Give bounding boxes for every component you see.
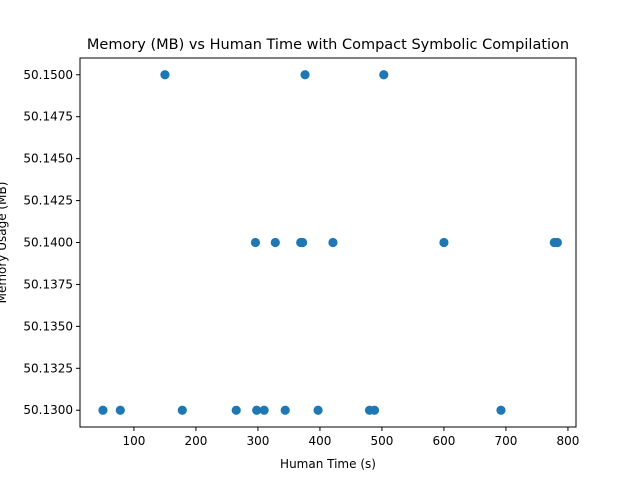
x-tick-label: 500	[370, 434, 393, 448]
data-point	[259, 405, 269, 415]
data-point	[231, 405, 241, 415]
x-tick-label: 700	[494, 434, 517, 448]
points-layer	[98, 70, 563, 415]
y-tick-label: 50.1375	[23, 277, 73, 291]
data-point	[177, 405, 187, 415]
data-point	[379, 70, 389, 80]
y-tick-label: 50.1475	[23, 110, 73, 124]
x-tick-label: 400	[308, 434, 331, 448]
x-tick-label: 600	[432, 434, 455, 448]
x-axis-label: Human Time (s)	[280, 457, 376, 471]
x-tick-label: 800	[556, 434, 579, 448]
data-point	[297, 237, 308, 248]
y-tick-label: 50.1350	[23, 319, 73, 333]
x-tick-label: 200	[184, 434, 207, 448]
y-axis-label: Memory Usage (MB)	[0, 182, 9, 304]
data-point	[300, 70, 310, 80]
x-tick-label: 100	[122, 434, 145, 448]
y-tick-label: 50.1325	[23, 361, 73, 375]
data-point	[115, 405, 125, 415]
data-point	[328, 237, 338, 248]
chart-title: Memory (MB) vs Human Time with Compact S…	[87, 37, 569, 53]
y-tick-label: 50.1500	[23, 68, 73, 82]
y-tick-label: 50.1400	[23, 236, 73, 250]
data-point	[252, 405, 262, 415]
y-tick-label: 50.1450	[23, 152, 73, 166]
data-point	[160, 70, 170, 80]
data-point	[270, 237, 280, 248]
data-point	[439, 237, 449, 248]
data-point	[98, 405, 108, 415]
y-tick-label: 50.1300	[23, 403, 73, 417]
data-point	[313, 405, 323, 415]
x-tick-label: 300	[246, 434, 269, 448]
data-point	[369, 405, 380, 415]
plot-frame	[79, 57, 577, 428]
y-tick-label: 50.1425	[23, 194, 73, 208]
data-point	[552, 237, 563, 248]
data-point	[496, 405, 506, 415]
data-point	[250, 237, 261, 248]
ticks-layer: 100 200 300 400 500 600 700 800 50.1300 50.1325 50…	[23, 68, 579, 448]
data-point	[280, 405, 290, 415]
